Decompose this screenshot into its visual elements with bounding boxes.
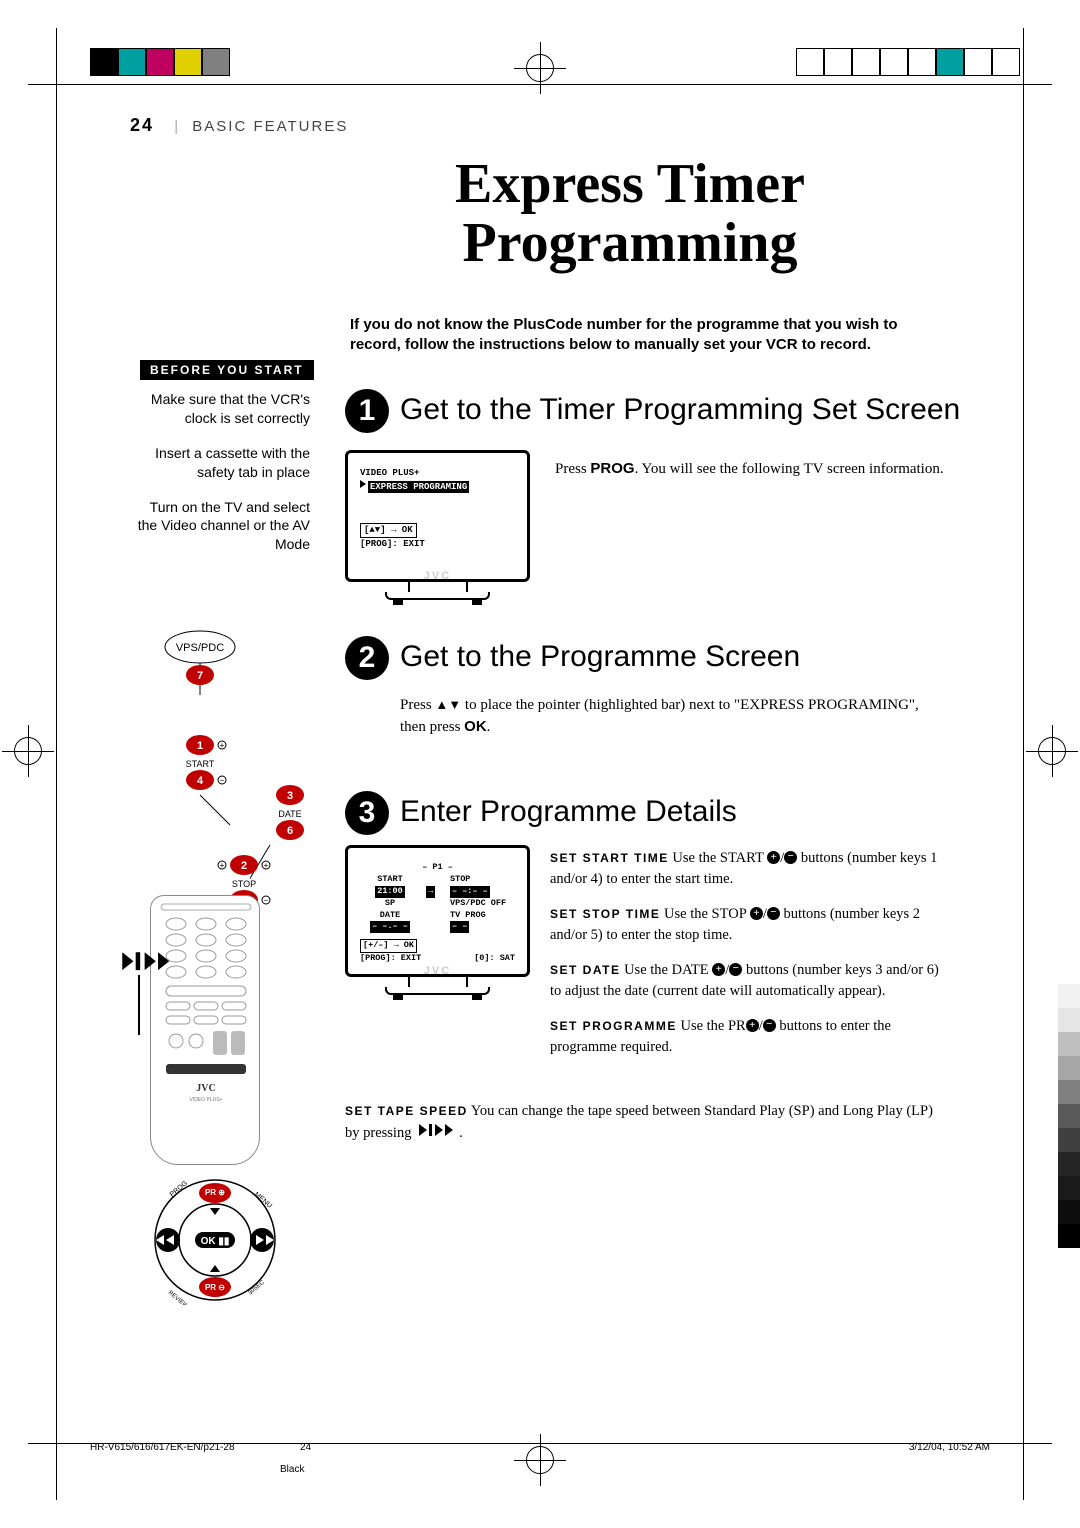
svg-text:7: 7 bbox=[197, 670, 203, 682]
svg-text:PR ⊖: PR ⊖ bbox=[205, 1283, 225, 1292]
tv1-line-highlight: EXPRESS PROGRAMING bbox=[368, 481, 469, 494]
title-line2: Programming bbox=[330, 214, 930, 273]
before-item: Insert a cassette with the safety tab in… bbox=[130, 444, 310, 482]
svg-text:VPS/PDC: VPS/PDC bbox=[176, 642, 224, 654]
tv-screen-1: VIDEO PLUS+ EXPRESS PROGRAMING [▲▼] → OK… bbox=[345, 450, 530, 600]
svg-text:6: 6 bbox=[287, 825, 293, 837]
before-item: Turn on the TV and select the Video chan… bbox=[130, 498, 310, 555]
plus-icon bbox=[712, 963, 725, 976]
svg-text:PR ⊕: PR ⊕ bbox=[205, 1188, 225, 1197]
tv1-exit: [PROG]: EXIT bbox=[360, 538, 515, 551]
color-bar-right bbox=[796, 48, 1020, 76]
svg-text:−: − bbox=[220, 776, 225, 785]
nav-circle-diagram: OK ▮▮ PR ⊕ PR ⊖ PROG MENU REVIEW 30SEC bbox=[150, 1175, 280, 1310]
tv1-nav: [▲▼] → OK bbox=[360, 523, 417, 538]
section-label: BASIC FEATURES bbox=[192, 118, 348, 135]
svg-text:DATE: DATE bbox=[278, 809, 301, 819]
step-badge: 2 bbox=[345, 636, 389, 680]
step-title: Get to the Programme Screen bbox=[400, 640, 800, 674]
step2-body: Press ▲▼ to place the pointer (highlight… bbox=[400, 695, 940, 738]
svg-text:+: + bbox=[220, 741, 225, 750]
plus-icon bbox=[750, 907, 763, 920]
sp-lp-side-icon bbox=[120, 950, 176, 977]
step-1: 1 Get to the Timer Programming Set Scree… bbox=[345, 393, 960, 427]
before-item: Make sure that the VCR's clock is set co… bbox=[130, 390, 310, 428]
pointer-icon bbox=[360, 480, 366, 488]
svg-text:1: 1 bbox=[197, 740, 203, 752]
before-you-start-list: Make sure that the VCR's clock is set co… bbox=[130, 390, 310, 570]
minus-icon bbox=[767, 907, 780, 920]
svg-text:OK ▮▮: OK ▮▮ bbox=[201, 1236, 230, 1247]
footer-black: Black bbox=[280, 1464, 304, 1475]
page-content: 24 | BASIC FEATURES Express Timer Progra… bbox=[90, 115, 990, 1413]
svg-text:3: 3 bbox=[287, 790, 293, 802]
crop-line bbox=[28, 1443, 1052, 1444]
jvc-logo: JVC bbox=[348, 570, 527, 582]
step-badge: 1 bbox=[345, 389, 389, 433]
grayscale-bar-right bbox=[1058, 960, 1080, 1248]
step-title: Enter Programme Details bbox=[400, 795, 737, 829]
crop-line bbox=[1023, 28, 1024, 1500]
registration-mark-right bbox=[1034, 733, 1070, 769]
registration-mark-top bbox=[522, 50, 558, 86]
step-3: 3 Enter Programme Details bbox=[345, 795, 737, 829]
svg-text:2: 2 bbox=[241, 860, 247, 872]
svg-text:VIDEO PLUS+: VIDEO PLUS+ bbox=[190, 1097, 223, 1103]
svg-text:4: 4 bbox=[197, 775, 204, 787]
tv2-hdr: – P1 – bbox=[360, 862, 515, 874]
tv1-line: VIDEO PLUS+ bbox=[360, 467, 515, 480]
minus-icon bbox=[729, 963, 742, 976]
title-line1: Express Timer bbox=[330, 155, 930, 214]
color-bar-left bbox=[90, 48, 230, 76]
svg-text:STOP: STOP bbox=[232, 879, 256, 889]
page-number: 24 bbox=[130, 115, 154, 135]
before-you-start-badge: BEFORE YOU START bbox=[140, 360, 314, 380]
callout-vpspdc: VPS/PDC 7 bbox=[140, 625, 280, 705]
minus-icon bbox=[763, 1019, 776, 1032]
intro-text: If you do not know the PlusCode number f… bbox=[350, 315, 930, 356]
svg-text:−: − bbox=[264, 896, 269, 905]
plus-icon bbox=[767, 851, 780, 864]
tv-screen-2: – P1 – STARTSTOP 21:00→– –:– – SPVPS/PDC… bbox=[345, 845, 530, 995]
svg-text:PROG: PROG bbox=[169, 1180, 189, 1199]
plus-icon bbox=[746, 1019, 759, 1032]
svg-text:START: START bbox=[186, 759, 215, 769]
jvc-logo: JVC bbox=[348, 965, 527, 977]
callout-line bbox=[138, 975, 140, 1035]
svg-text:+: + bbox=[264, 861, 269, 870]
step-2: 2 Get to the Programme Screen bbox=[345, 640, 800, 674]
crop-line bbox=[56, 28, 57, 1500]
minus-icon bbox=[784, 851, 797, 864]
step-title: Get to the Timer Programming Set Screen bbox=[400, 393, 960, 427]
step3-tapespeed: SET TAPE SPEED You can change the tape s… bbox=[345, 1101, 945, 1145]
page-title: Express Timer Programming bbox=[330, 155, 930, 273]
step1-body: Press PROG. You will see the following T… bbox=[555, 458, 945, 480]
remote-control-diagram: JVC VIDEO PLUS+ bbox=[150, 895, 260, 1165]
registration-mark-left bbox=[10, 733, 46, 769]
crop-line bbox=[28, 84, 1052, 85]
sp-lp-icon bbox=[415, 1122, 459, 1145]
svg-text:MENU: MENU bbox=[253, 1191, 273, 1210]
svg-text:JVC: JVC bbox=[196, 1083, 215, 1094]
step3-details: SET START TIME Use the START / buttons (… bbox=[550, 848, 950, 1072]
svg-text:+: + bbox=[220, 861, 225, 870]
page-header: 24 | BASIC FEATURES bbox=[130, 115, 348, 136]
